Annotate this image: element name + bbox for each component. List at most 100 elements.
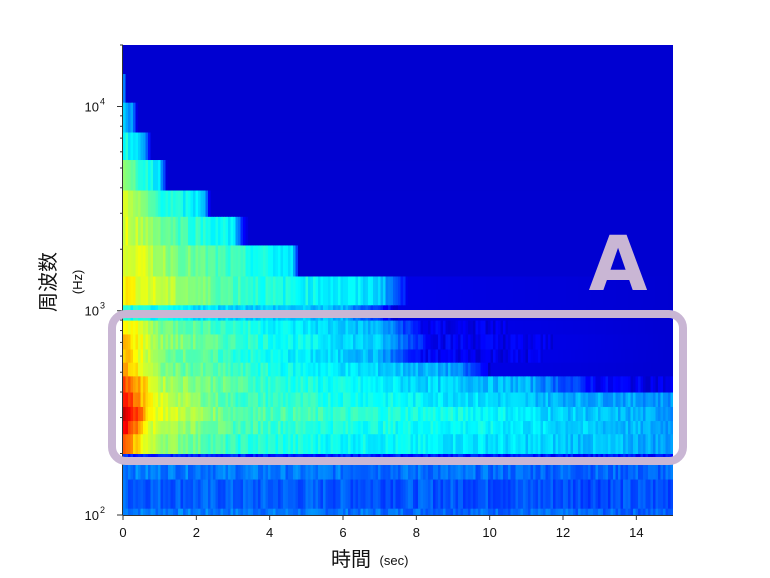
- heatmap-cell: [293, 362, 297, 377]
- heatmap-cell: [510, 216, 514, 246]
- heatmap-cell: [395, 216, 399, 246]
- heatmap-cell: [438, 216, 442, 246]
- heatmap-cell: [425, 73, 429, 103]
- heatmap-cell: [163, 433, 167, 455]
- heatmap-cell: [670, 320, 673, 335]
- heatmap-cell: [350, 348, 354, 363]
- heatmap-cell: [660, 392, 664, 407]
- heatmap-cell: [175, 45, 179, 75]
- heatmap-cell: [480, 216, 484, 246]
- heatmap-cell: [258, 333, 262, 350]
- heatmap-cell: [163, 420, 167, 435]
- heatmap-cell: [488, 348, 492, 363]
- heatmap-cell: [335, 348, 339, 363]
- heatmap-cell: [210, 159, 214, 191]
- heatmap-cell: [590, 392, 594, 407]
- heatmap-cell: [290, 45, 294, 75]
- heatmap-cell: [408, 216, 412, 246]
- heatmap-cell: [553, 216, 557, 246]
- heatmap-cell: [478, 275, 482, 306]
- heatmap-cell: [548, 216, 552, 246]
- heatmap-cell: [415, 420, 419, 435]
- heatmap-cell: [348, 420, 352, 435]
- heatmap-cell: [635, 392, 639, 407]
- heatmap-cell: [633, 362, 637, 377]
- heatmap-cell: [148, 375, 152, 393]
- heatmap-cell: [650, 320, 654, 335]
- heatmap-cell: [485, 406, 489, 422]
- heatmap-cell: [563, 508, 567, 515]
- heatmap-cell: [148, 333, 152, 350]
- heatmap-cell: [345, 375, 349, 393]
- heatmap-cell: [270, 190, 274, 217]
- heatmap-cell: [188, 433, 192, 455]
- heatmap-cell: [303, 433, 307, 455]
- heatmap-cell: [670, 406, 673, 422]
- heatmap-cell: [205, 392, 209, 407]
- heatmap-cell: [633, 375, 637, 393]
- heatmap-cell: [370, 320, 374, 335]
- heatmap-cell: [375, 275, 379, 306]
- heatmap-cell: [445, 462, 449, 480]
- heatmap-cell: [438, 102, 442, 133]
- heatmap-cell: [348, 333, 352, 350]
- heatmap-cell: [178, 275, 182, 306]
- heatmap-cell: [430, 132, 434, 161]
- heatmap-cell: [340, 132, 344, 161]
- heatmap-cell: [225, 45, 229, 75]
- heatmap-cell: [580, 216, 584, 246]
- heatmap-cell: [138, 73, 142, 103]
- heatmap-cell: [458, 132, 462, 161]
- heatmap-cell: [268, 73, 272, 103]
- heatmap-cell: [155, 362, 159, 377]
- heatmap-cell: [583, 348, 587, 363]
- heatmap-cell: [190, 190, 194, 217]
- heatmap-cell: [190, 462, 194, 480]
- heatmap-cell: [555, 216, 559, 246]
- heatmap-cell: [275, 320, 279, 335]
- heatmap-cell: [620, 132, 624, 161]
- heatmap-cell: [583, 508, 587, 515]
- heatmap-cell: [455, 275, 459, 306]
- heatmap-cell: [395, 320, 399, 335]
- heatmap-cell: [375, 320, 379, 335]
- heatmap-cell: [493, 244, 497, 277]
- heatmap-cell: [305, 45, 309, 75]
- heatmap-cell: [610, 406, 614, 422]
- heatmap-cell: [358, 462, 362, 480]
- heatmap-cell: [318, 159, 322, 191]
- heatmap-cell: [265, 244, 269, 277]
- heatmap-cell: [148, 132, 152, 161]
- heatmap-cell: [230, 406, 234, 422]
- heatmap-cell: [130, 333, 134, 350]
- heatmap-cell: [308, 132, 312, 161]
- heatmap-cell: [355, 433, 359, 455]
- heatmap-cell: [430, 406, 434, 422]
- heatmap-cell: [255, 348, 259, 363]
- heatmap-cell: [508, 73, 512, 103]
- heatmap-cell: [225, 392, 229, 407]
- heatmap-cell: [563, 320, 567, 335]
- heatmap-cell: [583, 320, 587, 335]
- heatmap-cell: [343, 508, 347, 515]
- heatmap-cell: [388, 102, 392, 133]
- heatmap-cell: [440, 362, 444, 377]
- heatmap-cell: [288, 479, 292, 509]
- heatmap-cell: [533, 508, 537, 515]
- heatmap-cell: [173, 132, 177, 161]
- heatmap-cell: [443, 375, 447, 393]
- heatmap-cell: [223, 333, 227, 350]
- heatmap-cell: [583, 132, 587, 161]
- heatmap-cell: [145, 348, 149, 363]
- heatmap-cell: [460, 320, 464, 335]
- heatmap-cell: [453, 462, 457, 480]
- heatmap-cell: [270, 73, 274, 103]
- heatmap-cell: [250, 320, 254, 335]
- heatmap-cell: [240, 420, 244, 435]
- heatmap-cell: [203, 406, 207, 422]
- heatmap-cell: [528, 462, 532, 480]
- heatmap-cell: [138, 508, 142, 515]
- heatmap-cell: [450, 362, 454, 377]
- heatmap-cell: [295, 333, 299, 350]
- heatmap-cell: [175, 375, 179, 393]
